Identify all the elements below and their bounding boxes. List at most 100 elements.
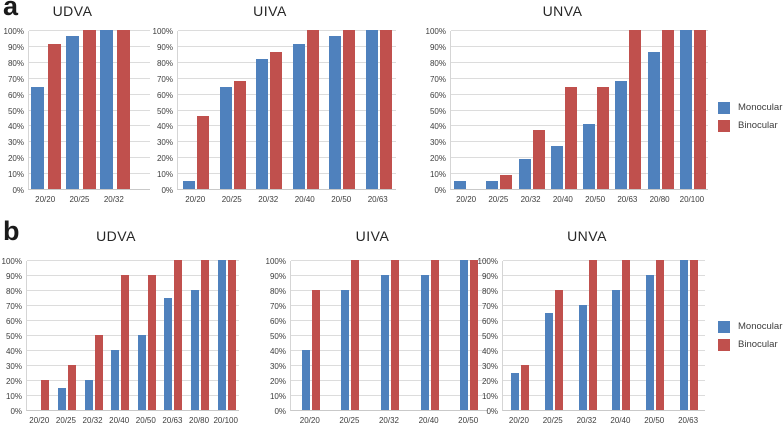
x-tick-label: 20/63	[678, 416, 699, 425]
bar-binocular	[351, 260, 360, 410]
gridline	[291, 320, 488, 321]
bar-binocular	[430, 260, 439, 410]
chart-title: UIVA	[355, 228, 390, 244]
gridline	[178, 93, 396, 95]
x-tick-label: 20/100	[679, 195, 705, 204]
gridline	[27, 260, 239, 261]
bar-monocular	[680, 260, 689, 410]
plot-area	[177, 30, 396, 190]
y-tick-label: 100%	[1, 257, 22, 266]
bar-binocular	[554, 290, 563, 410]
gridline	[27, 380, 239, 381]
plot-area	[26, 260, 239, 411]
bar-monocular	[550, 146, 563, 189]
gridline	[178, 30, 396, 31]
bar-monocular	[217, 260, 226, 410]
bar-monocular	[341, 290, 350, 410]
gridline	[451, 173, 708, 175]
y-tick-label: 30%	[481, 362, 498, 371]
bar-monocular	[137, 335, 146, 410]
bar-monocular	[679, 30, 692, 189]
y-tick-label: 80%	[481, 287, 498, 296]
gridline	[291, 275, 488, 276]
y-tick-label: 50%	[5, 332, 22, 341]
y-tick-label: 30%	[269, 362, 286, 371]
y-tick-label: 0%	[12, 186, 24, 195]
gridline	[178, 173, 396, 175]
bar-monocular	[111, 350, 120, 410]
bar-binocular	[470, 260, 479, 410]
y-tick-label: 70%	[481, 302, 498, 311]
gridline	[27, 305, 239, 306]
y-tick-label: 40%	[5, 347, 22, 356]
y-tick-label: 40%	[481, 347, 498, 356]
gridline	[27, 365, 239, 366]
y-tick-label: 40%	[269, 347, 286, 356]
binocular-swatch-icon	[718, 120, 730, 132]
bar-monocular	[183, 181, 196, 189]
bar-binocular	[67, 365, 76, 410]
x-tick-label: 20/40	[610, 416, 631, 425]
y-tick-label: 90%	[5, 272, 22, 281]
y-tick-label: 30%	[156, 138, 173, 148]
bar-binocular	[121, 275, 130, 410]
bar-monocular	[454, 181, 467, 189]
x-tick-label: 20/32	[576, 416, 597, 425]
x-tick-label: 20/25	[69, 195, 90, 204]
gridline	[178, 157, 396, 159]
bar-monocular	[84, 380, 93, 410]
y-tick-label: 50%	[269, 332, 286, 341]
y-tick-label: 90%	[481, 272, 498, 281]
bar-binocular	[82, 30, 96, 189]
y-tick-label: 100%	[265, 257, 286, 266]
legend-item-binocular: Binocular	[718, 339, 782, 351]
panel-label-b: b	[3, 216, 20, 246]
gridline	[451, 61, 708, 63]
bar-monocular	[164, 297, 173, 410]
plot-area	[450, 30, 708, 190]
y-tick-label: 60%	[481, 317, 498, 326]
y-tick-label: 60%	[5, 317, 22, 326]
y-tick-label: 100%	[152, 27, 173, 36]
y-tick-label: 90%	[429, 42, 446, 52]
y-tick-label: 30%	[5, 362, 22, 371]
bar-binocular	[597, 87, 610, 189]
gridline	[291, 380, 488, 381]
gridline	[291, 260, 488, 261]
legend-item-monocular: Monocular	[718, 321, 782, 333]
gridline	[291, 365, 488, 366]
bar-monocular	[486, 181, 499, 189]
y-tick-label: 80%	[5, 287, 22, 296]
bar-monocular	[381, 275, 389, 410]
x-tick-label: 20/20	[508, 416, 529, 425]
gridline	[178, 109, 396, 111]
bar-binocular	[270, 52, 283, 189]
y-tick-label: 20%	[429, 154, 446, 164]
x-tick-label: 20/63	[162, 416, 183, 425]
bar-binocular	[116, 30, 130, 189]
bar-monocular	[518, 158, 531, 189]
gridline	[178, 125, 396, 127]
y-tick-label: 40%	[7, 122, 24, 132]
bar-binocular	[588, 260, 597, 410]
y-tick-label: 30%	[7, 138, 24, 148]
y-tick-label: 20%	[7, 154, 24, 164]
x-tick-label: 20/50	[458, 416, 479, 425]
bar-binocular	[174, 260, 183, 410]
x-tick-label: 20/63	[617, 195, 638, 204]
bar-monocular	[612, 290, 621, 410]
y-tick-label: 70%	[429, 74, 446, 84]
x-tick-label: 20/25	[221, 195, 242, 204]
y-tick-label: 60%	[7, 90, 24, 100]
gridline	[503, 275, 705, 276]
y-tick-label: 70%	[156, 74, 173, 84]
plot-area	[28, 30, 150, 190]
gridline	[451, 93, 708, 95]
bar-binocular	[690, 260, 699, 410]
bar-monocular	[615, 80, 628, 189]
gridline	[178, 77, 396, 79]
x-tick-label: 20/25	[542, 416, 563, 425]
y-tick-label: 0%	[486, 407, 498, 416]
y-tick-label: 100%	[425, 27, 446, 36]
